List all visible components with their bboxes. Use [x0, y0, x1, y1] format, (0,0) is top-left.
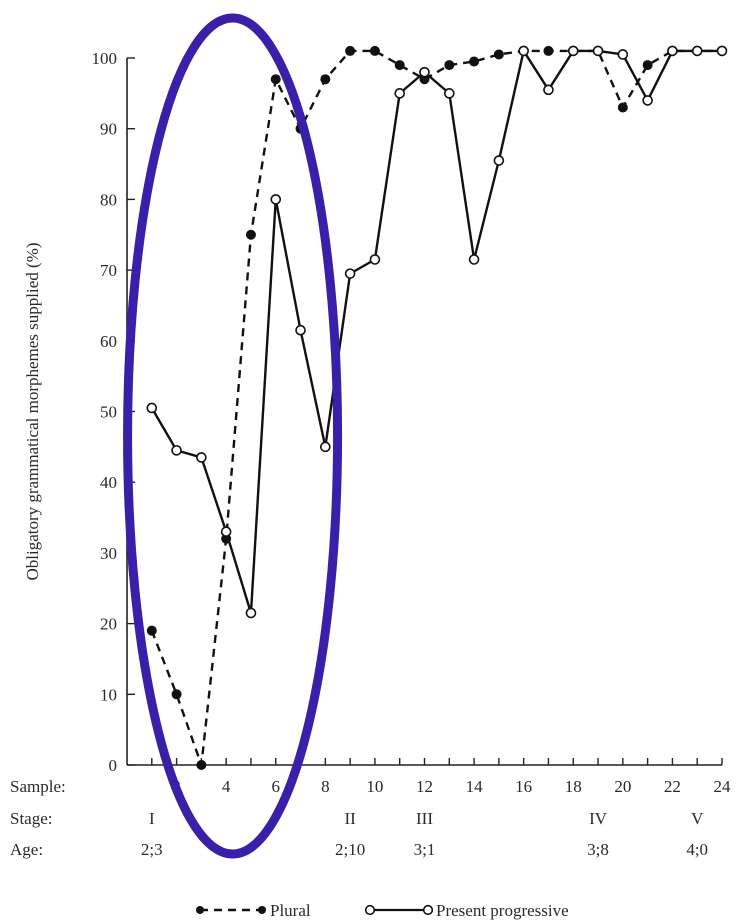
data-point-present-progressive: [171, 445, 182, 456]
legend-plural-marker: [196, 906, 204, 914]
data-point-present-progressive: [468, 254, 480, 265]
y-tick-label: 10: [100, 685, 117, 704]
data-point-present-progressive: [295, 324, 306, 336]
data-point-plural: [369, 45, 380, 56]
legend: Plural Present progressive: [196, 901, 569, 920]
y-tick-label: 0: [109, 756, 118, 775]
data-point-plural: [469, 56, 480, 67]
data-point-plural: [617, 102, 628, 113]
legend-item-present-progressive: Present progressive: [364, 901, 569, 920]
data-point-present-progressive: [270, 194, 282, 205]
data-point-present-progressive: [543, 84, 554, 96]
data-point-present-progressive: [443, 88, 455, 99]
data-point-plural: [196, 759, 207, 770]
age-label: 3;8: [587, 840, 609, 859]
data-point-present-progressive: [592, 45, 604, 57]
series-line-plural: [150, 49, 722, 767]
x-tick-label: 14: [466, 777, 484, 796]
data-point-present-progressive: [691, 45, 703, 57]
data-point-plural: [171, 689, 182, 700]
data-point-present-progressive: [245, 607, 257, 619]
sample-row-label: Sample:: [10, 777, 66, 796]
age-label: 3;1: [414, 840, 436, 859]
data-point-plural: [493, 49, 504, 60]
stage-row-label: Stage:: [10, 809, 53, 828]
data-point-present-progressive: [617, 49, 629, 60]
stage-label: V: [691, 809, 704, 828]
x-tick-label: 4: [222, 777, 231, 796]
data-point-present-progressive: [394, 88, 406, 99]
data-point-present-progressive: [320, 441, 331, 453]
age-label: 4;0: [686, 840, 708, 859]
stage-label: IV: [589, 809, 608, 828]
data-point-present-progressive: [716, 45, 728, 57]
data-point-present-progressive: [146, 402, 158, 414]
data-point-present-progressive: [493, 155, 505, 166]
x-tick-label: 10: [366, 777, 383, 796]
data-point-present-progressive: [518, 45, 529, 57]
age-row-label: Age:: [10, 840, 43, 859]
x-tick-label: 20: [614, 777, 631, 796]
age-label: 2;3: [141, 840, 163, 859]
y-tick-label: 70: [100, 261, 117, 280]
data-point-present-progressive: [196, 452, 207, 463]
data-point-plural: [245, 229, 256, 240]
data-point-plural: [642, 60, 653, 71]
legend-item-plural: Plural: [196, 901, 311, 920]
x-tick-label: 8: [321, 777, 330, 796]
data-point-plural: [320, 74, 331, 85]
y-tick-label: 100: [92, 49, 118, 68]
y-tick-label: 20: [100, 615, 117, 634]
y-tick-label: 80: [100, 190, 117, 209]
data-point-plural: [270, 74, 281, 85]
y-axis-label: Obligatory grammatical morphemes supplie…: [23, 242, 42, 580]
data-point-plural: [543, 45, 554, 56]
y-tick-label: 90: [100, 120, 117, 139]
data-point-present-progressive: [419, 66, 430, 78]
data-point-present-progressive: [642, 95, 653, 106]
data-point-present-progressive: [369, 254, 381, 265]
data-point-plural: [345, 45, 356, 56]
x-tick-label: 12: [416, 777, 433, 796]
age-labels: 2;3 2;10 3;1 3;8 4;0: [141, 840, 708, 859]
legend-plural-label: Plural: [270, 901, 311, 920]
y-tick-label: 40: [100, 473, 117, 492]
x-tick-label: 16: [515, 777, 532, 796]
x-tick-label: 18: [565, 777, 582, 796]
axes: [126, 58, 722, 766]
stage-label: III: [416, 809, 433, 828]
y-tick-label: 60: [100, 332, 117, 351]
legend-prog-label: Present progressive: [436, 901, 569, 920]
stage-label: I: [149, 809, 155, 828]
x-ticks: 2 4 6 8 10 12 14 16 18 20 22 24: [151, 758, 732, 796]
x-tick-label: 6: [272, 777, 281, 796]
x-tick-label: 22: [664, 777, 681, 796]
series-line-present-progressive: [150, 49, 722, 615]
data-point-present-progressive: [567, 45, 579, 57]
highlight-ellipse: [123, 13, 343, 859]
y-tick-label: 30: [100, 544, 117, 563]
age-label: 2;10: [335, 840, 365, 859]
x-tick-label: 24: [714, 777, 732, 796]
y-tick-label: 50: [100, 403, 117, 422]
stage-labels: I II III IV V: [149, 809, 704, 828]
legend-prog-marker: [364, 904, 376, 916]
data-point-plural: [394, 60, 405, 71]
data-point-plural: [146, 625, 157, 636]
y-ticks: 0 10 20 30 40 50 60 70 80 90 100: [92, 49, 135, 775]
data-point-present-progressive: [220, 526, 232, 537]
data-point-plural: [444, 60, 455, 71]
legend-plural-marker: [258, 906, 266, 914]
data-point-present-progressive: [344, 268, 356, 279]
stage-label: II: [344, 809, 356, 828]
legend-prog-marker: [422, 904, 434, 916]
data-point-present-progressive: [667, 45, 678, 57]
series-layer: [146, 45, 728, 770]
